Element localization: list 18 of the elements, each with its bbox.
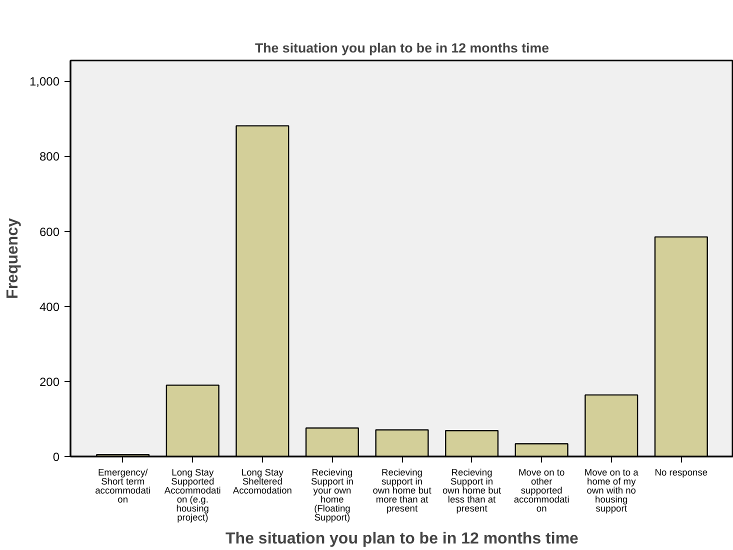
y-tick-label: 0: [52, 450, 60, 464]
y-axis-title: Frequency: [4, 218, 22, 299]
y-tick-label: 1,000: [29, 74, 60, 89]
y-tick-label: 200: [39, 374, 60, 389]
x-tick-label: Long Stay Supported Accommodati on (e.g. housing project): [164, 468, 221, 522]
y-tick-label: 600: [39, 224, 60, 239]
x-tick-label: No response: [654, 468, 708, 478]
x-tick-label: Long Stay Sheltered Accomodation: [232, 468, 292, 496]
x-tick-label: Recieving support in own home but more than at present: [372, 468, 432, 514]
x-tick-label: Move on to other supported accommodati on: [514, 468, 570, 514]
chart-title: The situation you plan to be in 12 months time: [255, 40, 549, 56]
x-tick-label: Recieving Support in your own home (Floating Support): [310, 468, 354, 522]
x-tick-label: Move on to a home of my own with no housing support: [584, 468, 640, 514]
y-tick-label: 400: [39, 300, 60, 314]
x-tick-label: Recieving Support in own home but less than at present: [442, 468, 502, 514]
y-tick-label: 800: [39, 150, 60, 164]
x-tick-label: Emergency/ Short term accommodati on: [95, 468, 151, 504]
x-axis-title: The situation you plan to be in 12 months time: [226, 530, 579, 548]
